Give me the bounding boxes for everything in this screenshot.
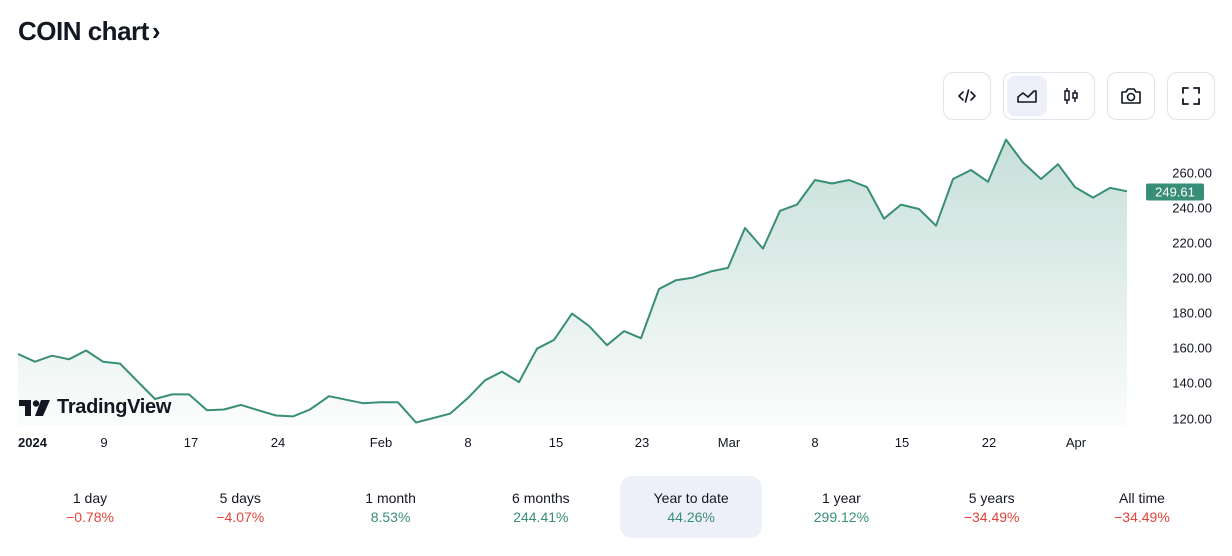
period-selector: 1 day −0.78% 5 days −4.07% 1 month 8.53% 6 mon… [0,476,1232,538]
period-change-value: −34.49% [963,508,1020,525]
y-tick-label: 240.00 [1172,200,1212,216]
candlestick-chart-button[interactable] [1051,76,1091,116]
x-tick-label: Feb [369,435,393,450]
x-tick-label: 8 [811,435,819,450]
period-label: 1 year [821,489,861,506]
period-label: 1 day [72,489,108,506]
camera-icon [1121,88,1141,104]
period-label: All time [1119,489,1165,506]
chevron-right-icon: › [151,16,161,46]
x-tick-label: 24 [270,435,286,450]
period-change-value: −0.78% [66,508,114,525]
y-tick-label: 120.00 [1172,411,1212,427]
code-icon [958,89,976,103]
y-tick-label: 200.00 [1172,270,1212,286]
period-year-to-date[interactable]: Year to date 44.26% [620,476,763,538]
period-6-months[interactable]: 6 months 244.41% [470,476,612,538]
x-tick-label: 8 [464,435,472,450]
price-area-fill [18,139,1127,426]
x-tick-label: 9 [100,435,108,450]
period-label: 5 years [968,489,1015,506]
period-all-time[interactable]: All time −34.49% [1071,476,1213,538]
y-tick-label: 160.00 [1172,340,1212,356]
x-tick-label: 15 [894,435,910,450]
period-1-day[interactable]: 1 day −0.78% [19,476,161,538]
period-label: 5 days [219,489,261,506]
area-chart-button[interactable] [1007,76,1047,116]
x-tick-label: Mar [717,435,741,450]
x-tick-label: 17 [183,435,199,450]
period-change-value: 299.12% [813,508,870,525]
fullscreen-button[interactable] [1167,72,1215,120]
period-label: 6 months [512,489,570,506]
y-tick-label: 260.00 [1172,165,1212,181]
period-1-year[interactable]: 1 year 299.12% [770,476,912,538]
period-5-years[interactable]: 5 years −34.49% [921,476,1063,538]
chart-title-link[interactable]: COIN chart › [18,16,160,47]
fullscreen-icon [1182,87,1200,105]
period-change-value: −4.07% [216,508,265,525]
snapshot-button[interactable] [1107,72,1155,120]
y-tick-label: 220.00 [1172,235,1212,251]
area-chart-icon [1017,90,1037,103]
x-tick-label: 15 [548,435,564,450]
tradingview-logo-text: TradingView [57,396,172,418]
price-line [17,138,1128,424]
period-change-value: −34.49% [1114,508,1170,525]
period-change-value: 44.26% [667,508,715,525]
period-change-value: 244.41% [513,508,569,525]
x-tick-label: 2024 [18,435,47,450]
period-change-value: 8.53% [370,508,411,525]
period-label: Year to date [653,489,729,506]
y-tick-label: 140.00 [1172,375,1212,391]
y-tick-label: 180.00 [1172,305,1212,321]
candlestick-icon [1064,88,1078,104]
period-label: 1 month [365,489,416,506]
period-5-days[interactable]: 5 days −4.07% [169,476,311,538]
embed-code-button[interactable] [943,72,991,120]
chart-toolbar [943,72,1215,120]
x-tick-label: 23 [634,435,650,450]
last-price-tag: 249.61 [1146,183,1204,201]
tradingview-logo-icon [19,399,50,416]
x-tick-label: 22 [981,435,997,450]
tradingview-logo[interactable]: TradingView [19,396,171,419]
price-chart[interactable] [0,0,1232,460]
chart-title: COIN chart [18,16,149,46]
chart-type-toggle [1003,72,1095,120]
x-tick-label: Apr [1065,435,1087,450]
period-1-month[interactable]: 1 month 8.53% [320,476,462,538]
